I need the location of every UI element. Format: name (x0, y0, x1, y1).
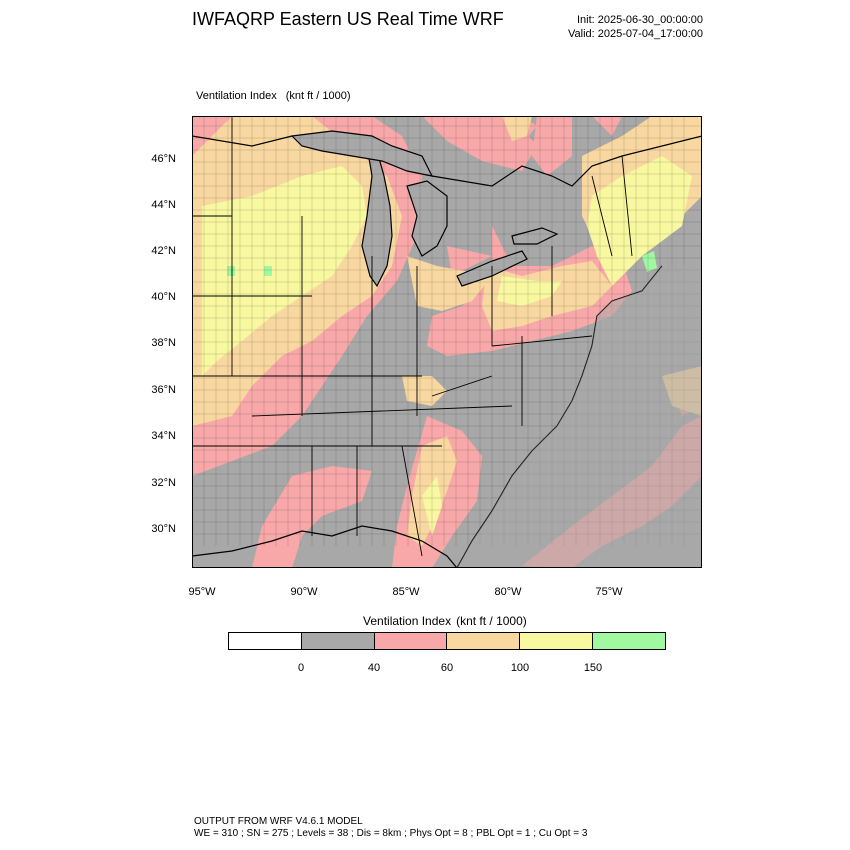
model-footer: OUTPUT FROM WRF V4.6.1 MODEL WE = 310 ; … (194, 816, 587, 840)
lon-label: 75°W (595, 586, 623, 598)
valid-time: Valid: 2025-07-04_17:00:00 (568, 28, 703, 40)
colorbar-title: Ventilation Index (knt ft / 1000) (363, 614, 527, 628)
lat-label: 36°N (151, 384, 176, 396)
lon-label: 90°W (290, 586, 318, 598)
field-name: Ventilation Index (196, 90, 277, 102)
colorbar-swatch (447, 633, 521, 649)
colorbar-swatch (229, 633, 302, 649)
lon-label: 80°W (494, 586, 522, 598)
lat-label: 34°N (151, 430, 176, 442)
colorbar-swatch (301, 633, 375, 649)
colorbar-swatch (520, 633, 594, 649)
green-zones (227, 251, 657, 276)
run-times: Init: 2025-06-30_00:00:00 Valid: 2025-07… (568, 13, 703, 41)
lat-label: 42°N (151, 245, 176, 257)
ventilation-map (192, 116, 702, 568)
lat-label: 40°N (151, 291, 176, 303)
ocean-overlay (457, 266, 702, 568)
lat-label: 30°N (151, 523, 176, 535)
lat-label: 32°N (151, 477, 176, 489)
field-units: (knt ft / 1000) (285, 90, 351, 102)
colorbar-label: 40 (367, 662, 381, 674)
lon-label: 85°W (392, 586, 420, 598)
chart-title: IWFAQRP Eastern US Real Time WRF (192, 9, 504, 29)
init-time: Init: 2025-06-30_00:00:00 (577, 14, 703, 26)
footer-line-1: OUTPUT FROM WRF V4.6.1 MODEL (194, 816, 363, 827)
colorbar-label: 100 (510, 662, 530, 674)
lat-label: 44°N (151, 199, 176, 211)
footer-line-2: WE = 310 ; SN = 275 ; Levels = 38 ; Dis … (194, 828, 588, 839)
map-panel (192, 116, 702, 568)
yellow-zones (202, 156, 692, 536)
colorbar-units: (knt ft / 1000) (456, 614, 527, 628)
lon-label: 95°W (188, 586, 216, 598)
colorbar (228, 632, 666, 650)
colorbar-label: 150 (583, 662, 603, 674)
plot-field-label: Ventilation Index (knt ft / 1000) (196, 90, 351, 102)
colorbar-field: Ventilation Index (363, 614, 452, 628)
colorbar-label: 0 (297, 662, 305, 674)
lat-label: 46°N (151, 153, 176, 165)
lat-label: 38°N (151, 337, 176, 349)
map-border (192, 116, 702, 568)
colorbar-swatch (593, 633, 665, 649)
colorbar-label: 60 (440, 662, 454, 674)
colorbar-swatch (374, 633, 448, 649)
